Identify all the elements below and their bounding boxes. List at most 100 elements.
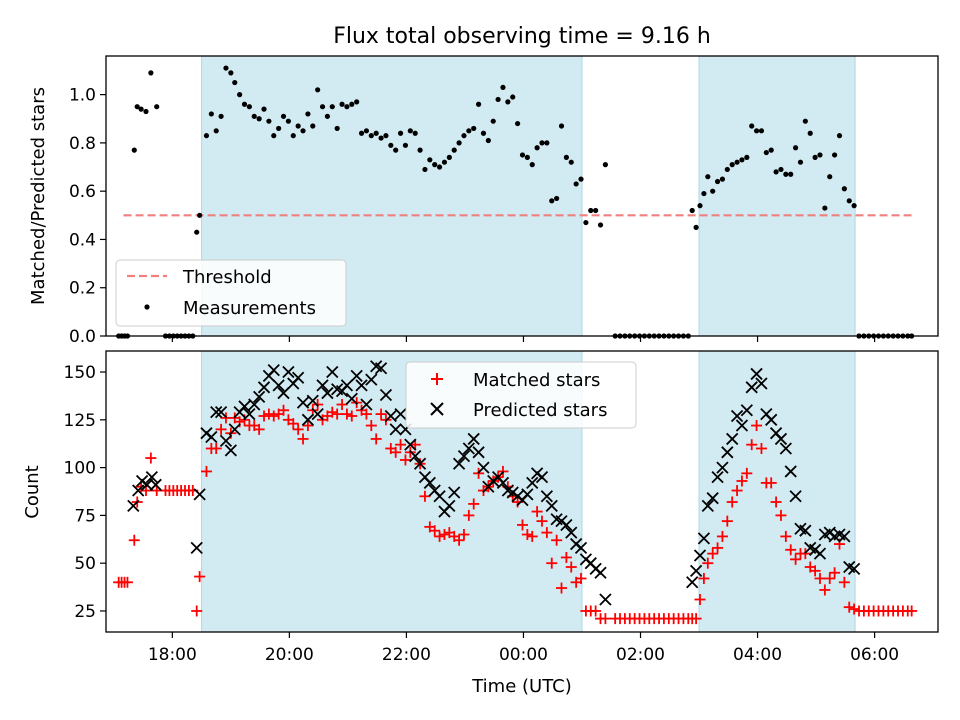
measurement-point [701,190,707,197]
matched-star-point [546,557,558,569]
matched-star-point [560,551,572,563]
predicted-star-point [267,363,280,377]
predicted-star-point [496,476,510,490]
measurement-point [290,133,296,139]
measurement-point [749,123,755,129]
x-tick-label: 18:00 [148,645,197,665]
predicted-star-point [540,490,554,503]
y-tick-label: 75 [74,506,96,526]
matched-star-point [263,408,275,420]
y-tick-label: 1.0 [69,86,96,106]
matched-star-point [297,433,309,445]
measurement-point [432,162,438,168]
measurement-point [797,159,804,165]
bottom-count-points [113,360,918,625]
predicted-star-point [813,547,827,560]
measurement-point [358,130,365,136]
predicted-star-point [838,530,851,543]
matched-star-point [721,515,733,527]
measurement-point [480,130,487,136]
matched-star-point [741,467,753,479]
predicted-star-point [345,392,358,405]
matched-star-point [690,613,702,625]
bottom-legend: Matched stars Predicted stars [405,361,637,429]
measurement-point [285,118,291,124]
matched-star-point [194,571,206,583]
measurement-point [334,125,340,132]
predicted-star-point [306,394,319,407]
predicted-star-point [526,476,539,490]
predicted-star-point [472,446,485,459]
measurement-point [573,181,579,187]
predicted-star-point [316,379,329,392]
shaded-region [699,56,856,336]
matched-star-point [824,572,836,584]
predicted-star-point [301,413,315,426]
measurement-point [841,186,847,192]
measurement-point [305,111,311,117]
predicted-star-point [145,471,158,484]
predicted-star-point [219,434,233,447]
measurement-point [510,94,516,100]
matched-star-point [809,565,821,577]
measurement-point [246,104,252,110]
matched-star-point [565,561,577,573]
predicted-star-point [545,499,558,512]
measurement-point [812,154,818,160]
predicted-star-point [730,409,744,423]
measurement-point [266,118,272,124]
measurement-point [568,159,574,165]
predicted-star-point [228,423,241,436]
measurement-point [729,162,735,168]
matched-star-point [780,530,792,542]
predicted-star-point [433,490,446,503]
measurement-point [456,140,462,146]
predicted-legend-label: Predicted stars [473,400,607,421]
measurement-point [402,142,409,148]
top-axes-frame [105,55,939,337]
predicted-star-point [755,377,768,390]
x-tick-label: 22:00 [382,645,431,665]
predicted-star-point [745,381,758,394]
predicted-star-point [379,388,393,402]
measurement-point [131,147,137,153]
y-tick-label: 0.0 [69,327,96,347]
measurement-point [544,140,550,146]
matched-star-point [215,423,227,435]
predicted-star-point [711,471,724,484]
predicted-star-point [149,478,162,491]
predicted-star-point [701,499,714,512]
measurement-point [549,198,555,204]
measurement-point [710,188,716,194]
predicted-legend-swatch [430,402,444,416]
predicted-star-point [252,390,266,404]
measurement-point [689,207,695,214]
matched-star-point [365,420,377,432]
measurement-point [505,99,511,105]
matched-star-point [253,423,265,435]
matched-star-point [770,496,782,508]
predicted-star-point [210,406,223,419]
predicted-star-point [193,488,206,501]
measurement-point [213,128,219,134]
matched-star-point [278,404,290,416]
predicted-star-point [774,432,788,446]
matched-star-point [399,454,411,466]
measurement-point [475,101,482,107]
matched-star-point [390,446,402,458]
predicted-star-point [205,430,218,444]
measurement-point [368,133,374,139]
predicted-star-point [355,379,368,392]
predicted-star-point [389,423,402,436]
measurement-point [719,176,726,182]
matched-star-point [716,530,728,542]
measurement-point [349,101,355,107]
measurement-point [495,96,501,103]
measurement-point [554,195,560,202]
figure-title: Flux total observing time = 9.16 h [333,24,711,49]
top-x-axis-ticks [171,336,876,342]
measurement-point [485,137,491,144]
top-y-axis-label: Matched/Predicted stars [28,87,49,305]
matched-star-point [819,584,831,596]
measurement-point [300,128,306,134]
